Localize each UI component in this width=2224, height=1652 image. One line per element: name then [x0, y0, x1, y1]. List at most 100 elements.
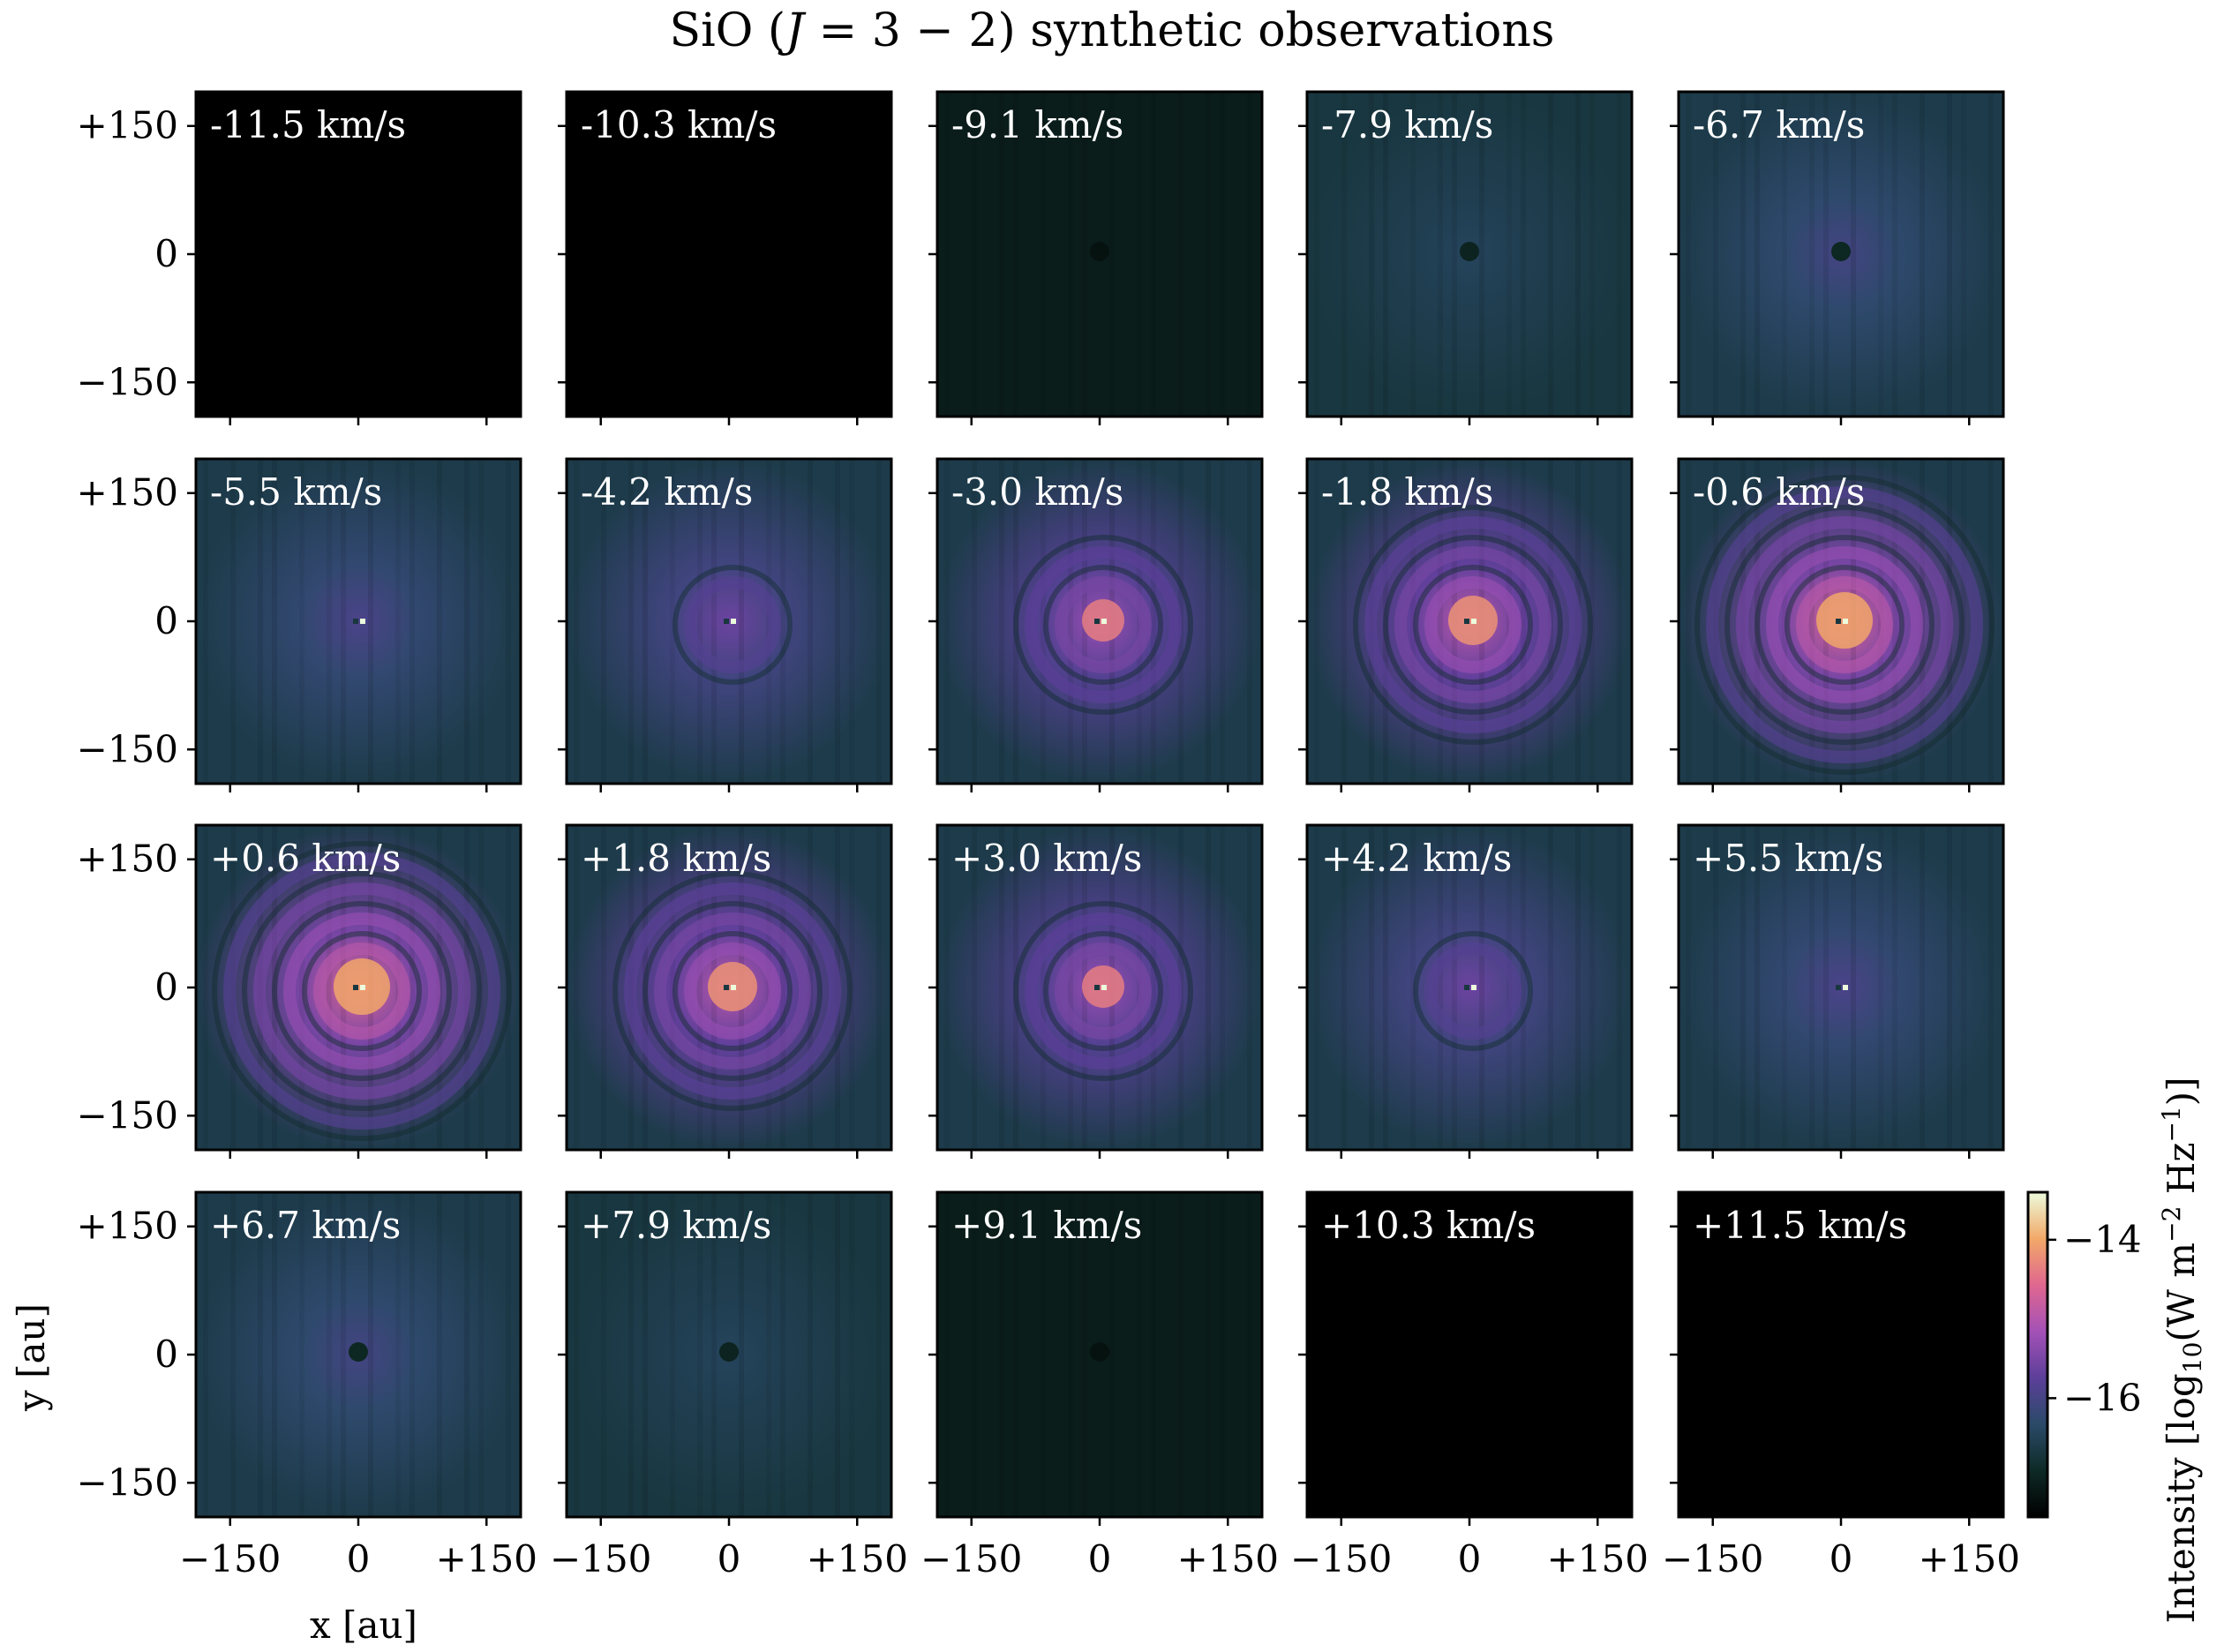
y-tick-label: +150	[77, 837, 178, 881]
stripe-artifact	[258, 459, 263, 784]
stripe-artifact	[1740, 825, 1746, 1150]
stripe-artifact	[1109, 92, 1115, 417]
channel-panel: +11.5 km/s −150 0 +150	[1662, 1190, 2020, 1581]
stripe-artifact	[1068, 1192, 1073, 1517]
stripe-artifact	[1206, 1192, 1211, 1517]
stripe-artifact	[327, 825, 332, 1150]
stripe-artifact	[1383, 92, 1388, 417]
stripe-artifact	[409, 825, 415, 1150]
stripe-artifact	[1314, 92, 1319, 417]
stripe-artifact	[1137, 92, 1142, 417]
stripe-artifact	[642, 825, 648, 1150]
stripe-artifact	[1892, 825, 1897, 1150]
stripe-artifact	[944, 825, 950, 1150]
stripe-artifact	[1589, 825, 1595, 1150]
central-peak	[731, 619, 736, 624]
emission-ring	[1055, 576, 1152, 673]
central-peak	[1471, 985, 1476, 990]
stripe-artifact	[1041, 459, 1046, 784]
central-hole	[1464, 985, 1469, 990]
stripe-artifact	[1410, 459, 1416, 784]
stripe-artifact	[258, 1192, 263, 1517]
channel-panel: -9.1 km/s	[928, 90, 1264, 425]
stripe-artifact	[1341, 92, 1347, 417]
central-peak	[1101, 619, 1107, 624]
stripe-artifact	[1589, 92, 1595, 417]
emission-ring	[654, 912, 811, 1070]
stripe-artifact	[972, 825, 977, 1150]
emission-ring	[1766, 546, 1923, 703]
stripe-artifact	[697, 1192, 703, 1517]
stripe-artifact	[1988, 825, 1994, 1150]
colorbar: −14 −16	[2026, 1190, 2142, 1519]
stripe-artifact	[1220, 1192, 1225, 1517]
x-tick-label: −150	[1290, 1537, 1392, 1581]
x-tick-label: 0	[718, 1537, 741, 1581]
stripe-artifact	[1947, 825, 1952, 1150]
stripe-artifact	[876, 459, 882, 784]
stripe-artifact	[944, 92, 950, 417]
stripe-artifact	[1247, 459, 1252, 784]
x-tick-label: 0	[1830, 1537, 1853, 1581]
emission-ring	[1736, 516, 1953, 733]
channel-panel: -7.9 km/s	[1298, 90, 1634, 425]
stripe-artifact	[780, 825, 785, 1150]
central-peak	[1843, 619, 1848, 624]
y-tick-label: 0	[154, 1333, 178, 1376]
stripe-artifact	[1013, 92, 1018, 417]
stripe-artifact	[395, 459, 401, 784]
stripe-artifact	[1410, 825, 1416, 1150]
x-tick-label: 0	[347, 1537, 371, 1581]
stripe-artifact	[1041, 1192, 1046, 1517]
x-axis-label: x [au]	[310, 1603, 417, 1647]
stripe-artifact	[1314, 825, 1319, 1150]
stripe-artifact	[230, 459, 236, 784]
central-hole	[1094, 985, 1100, 990]
figure-title: SiO (J = 3 − 2) synthetic observations	[670, 4, 1555, 57]
velocity-label: -3.0 km/s	[951, 470, 1123, 514]
stripe-artifact	[1013, 825, 1018, 1150]
channel-panel: +9.1 km/s −150 0 +150	[920, 1190, 1279, 1581]
stripe-artifact	[1068, 825, 1073, 1150]
stripe-artifact	[1851, 825, 1856, 1150]
stripe-artifact	[1548, 92, 1553, 417]
stripe-artifact	[203, 1192, 208, 1517]
ring-gap	[302, 931, 422, 1051]
stripe-artifact	[876, 825, 882, 1150]
stripe-artifact	[1617, 459, 1622, 784]
stripe-artifact	[780, 1192, 785, 1517]
velocity-label: +0.6 km/s	[210, 837, 401, 880]
stripe-artifact	[478, 459, 484, 784]
panel-background	[1307, 1192, 1632, 1517]
y-tick-label: 0	[154, 232, 178, 275]
emission-ring	[624, 882, 841, 1100]
ring-gap	[1013, 901, 1193, 1081]
stripe-artifact	[409, 459, 415, 784]
central-hole	[349, 1342, 368, 1362]
stripe-artifact	[437, 1192, 442, 1517]
stripe-artifact	[299, 459, 304, 784]
velocity-label: -0.6 km/s	[1693, 470, 1865, 514]
emission-ring	[283, 912, 440, 1070]
stripe-artifact	[1479, 92, 1484, 417]
stripe-artifact	[1068, 92, 1073, 417]
channel-panel: +6.7 km/s −150 0 +150 +150 0 −150	[77, 1190, 537, 1581]
ring-gap	[1413, 565, 1533, 685]
central-hole	[724, 985, 729, 990]
emission-ring	[1706, 486, 1983, 763]
stripe-artifact	[1961, 825, 1966, 1150]
stripe-artifact	[1220, 459, 1225, 784]
stripe-artifact	[944, 1192, 950, 1517]
stripe-artifact	[506, 1192, 511, 1517]
stripe-artifact	[849, 459, 854, 784]
ring-gap	[1043, 565, 1163, 685]
emission-ring	[253, 882, 470, 1100]
stripe-artifact	[999, 92, 1004, 417]
stripe-artifact	[876, 1192, 882, 1517]
velocity-label: -6.7 km/s	[1693, 103, 1865, 146]
stripe-artifact	[1947, 92, 1952, 417]
x-tick-label: −150	[920, 1537, 1022, 1581]
stripe-artifact	[999, 825, 1004, 1150]
velocity-label: +6.7 km/s	[210, 1204, 401, 1247]
